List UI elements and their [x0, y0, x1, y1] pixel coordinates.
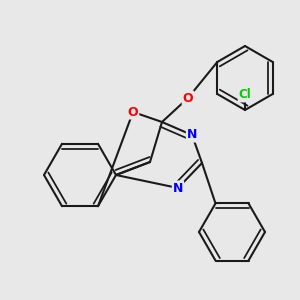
Text: Cl: Cl — [238, 88, 251, 101]
Text: N: N — [187, 128, 197, 142]
Text: O: O — [183, 92, 193, 104]
Text: O: O — [128, 106, 138, 118]
Text: N: N — [173, 182, 183, 194]
